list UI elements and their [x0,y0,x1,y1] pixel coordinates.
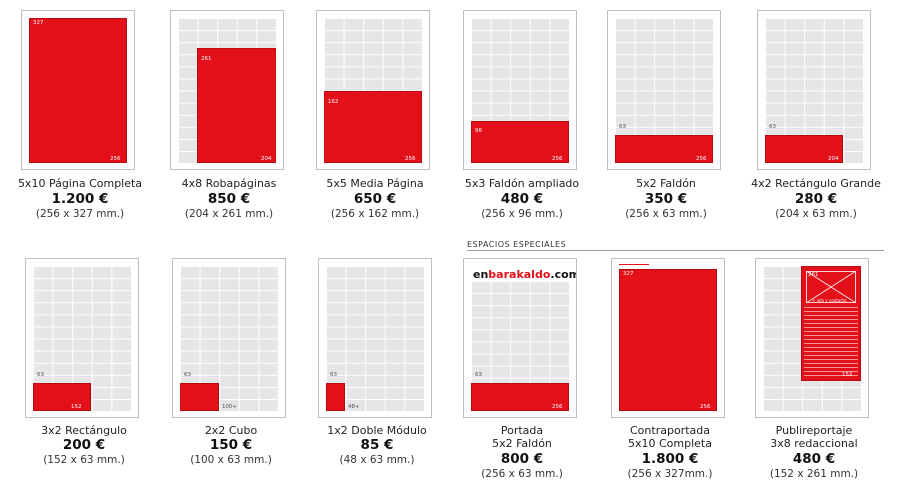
ad-size: (256 x 96 mm.) [481,208,563,220]
info-text: + info y contacto [812,298,847,303]
ad-price: 480 € [500,191,544,207]
ad-name-line2: 5x2 Faldón [492,437,552,450]
height-label: 162 [328,99,339,105]
height-label: 327 [623,271,634,277]
enbarakaldo-logo: enbarakaldo.com [473,268,576,281]
width-label: 152 [842,372,853,378]
height-label: 63 [619,124,626,130]
width-label: 204 [261,156,272,162]
ad-size: (100 x 63 mm.) [190,454,272,466]
ad-thumbnail: 63 152 [25,258,139,418]
image-placeholder-icon [806,271,856,303]
ad-name: 3x2 Rectángulo [41,424,127,437]
width-label: 256 [110,156,121,162]
height-label: 327 [33,20,44,26]
ad-thumbnail: 327 256 [611,258,725,418]
ad-size: (152 x 261 mm.) [769,468,859,480]
ad-name: 5x5 Media Página [326,177,424,190]
ad-size: (204 x 261 mm.) [184,208,274,220]
ad-price: 480 € [792,451,836,467]
ad-thumbnail: 327 256 [21,10,135,170]
ad-thumbnail: 63 100+ [172,258,286,418]
ad-size: (256 x 63 mm.) [625,208,707,220]
width-label: 256 [552,404,563,410]
ad-name-line2: 3x8 redaccional [770,437,858,450]
ad-name: 5x2 Faldón [636,177,696,190]
ad-thumbnail: 162 256 [316,10,430,170]
ad-name: Publireportaje [775,424,853,437]
width-label: 256 [552,156,563,162]
ad-name-line2: 5x10 Completa [628,437,712,450]
height-label: 96 [475,128,482,134]
ad-size: (204 x 63 mm.) [775,208,857,220]
ad-price: 650 € [353,191,397,207]
height-label: 63 [37,372,44,378]
section-title: ESPACIOS ESPECIALES [467,240,567,249]
height-label: 261 [808,272,819,278]
ad-size: (48 x 63 mm.) [339,454,415,466]
ad-size: (256 x 63 mm.) [481,468,563,480]
ad-thumbnail: 63 48+ [318,258,432,418]
ad-price: 850 € [207,191,251,207]
ad-thumbnail: 261 204 [170,10,284,170]
width-label: 204 [828,156,839,162]
ad-thumbnail: enbarakaldo.com 63 256 [463,258,577,418]
height-label: 261 [201,56,212,62]
height-label: 63 [475,372,482,378]
width-label: 256 [700,404,711,410]
ad-thumbnail: 261 + info y contacto 152 [755,258,869,418]
ad-name: Contraportada [630,424,710,437]
height-label: 63 [330,372,337,378]
ad-thumbnail: 96 256 [463,10,577,170]
ad-size: (256 x 327 mm.) [35,208,125,220]
ad-name: 5x3 Faldón ampliado [464,177,580,190]
height-label: 63 [769,124,776,130]
height-label: 63 [184,372,191,378]
ad-price: 85 € [360,437,394,453]
ad-size: (256 x 327mm.) [627,468,713,480]
ad-size: (152 x 63 mm.) [43,454,125,466]
ad-price: 280 € [794,191,838,207]
ad-price: 800 € [500,451,544,467]
width-label: 256 [405,156,416,162]
ad-name: 2x2 Cubo [204,424,258,437]
ad-price: 150 € [209,437,253,453]
width-label: 256 [696,156,707,162]
ad-name: Portada [500,424,544,437]
ad-name: 4x8 Robapáginas [181,177,277,190]
ad-price: 200 € [62,437,106,453]
ad-thumbnail: 63 204 [757,10,871,170]
width-label: 48+ [348,404,360,410]
ad-name: 4x2 Rectángulo Grande [751,177,881,190]
ad-price: 350 € [644,191,688,207]
ad-price: 1.800 € [641,451,699,467]
ad-name: 5x10 Página Completa [17,177,143,190]
section-divider [467,250,884,251]
ad-name: 1x2 Doble Módulo [327,424,427,437]
ad-thumbnail: 63 256 [607,10,721,170]
width-label: 100+ [222,404,238,410]
ad-price: 1.200 € [51,191,109,207]
ad-size: (256 x 162 mm.) [330,208,420,220]
width-label: 152 [71,404,82,410]
